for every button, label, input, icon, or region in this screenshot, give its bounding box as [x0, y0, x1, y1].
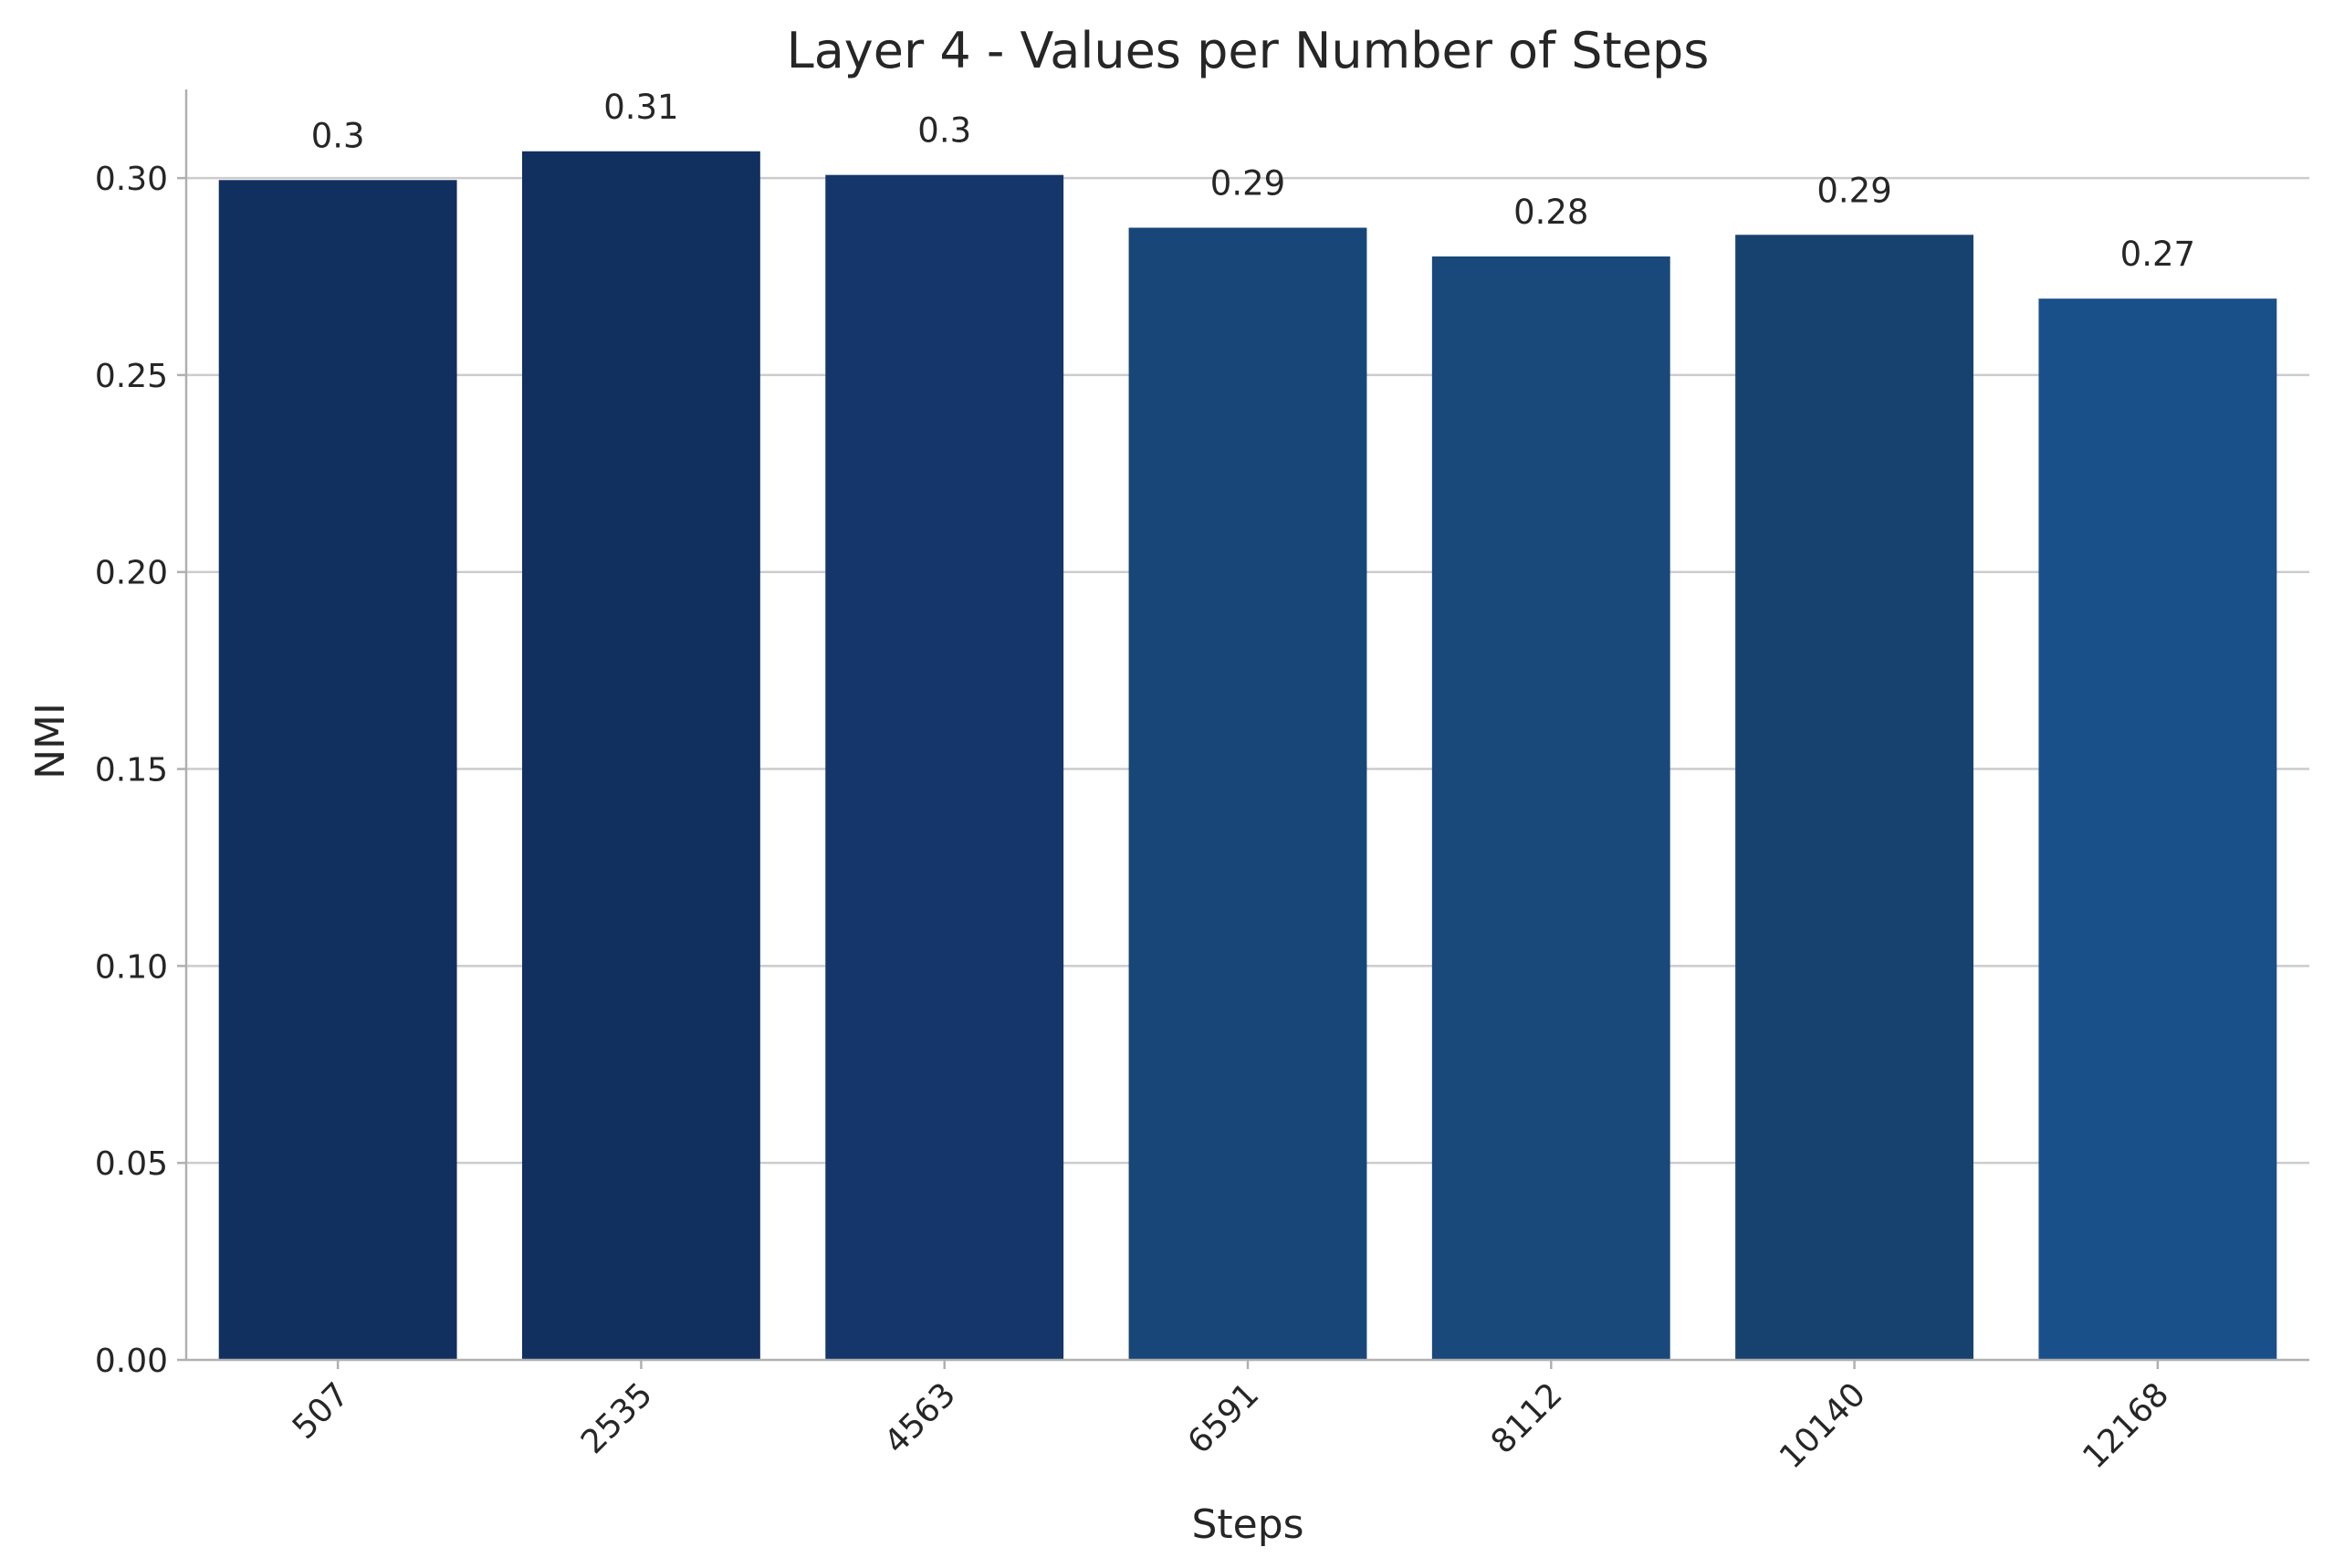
bar-2535 — [522, 151, 760, 1360]
bar-4563 — [825, 174, 1064, 1361]
y-tick-label: 0.00 — [95, 1343, 168, 1380]
chart-title: Layer 4 - Values per Number of Steps — [787, 22, 1710, 79]
y-axis-label: NMI — [27, 703, 74, 779]
data-label: 0.3 — [311, 116, 365, 155]
data-labels: 0.3 0.31 0.3 0.29 0.28 0.29 0.27 — [311, 88, 2195, 274]
bar-6591 — [1128, 227, 1367, 1361]
data-label: 0.3 — [917, 111, 971, 151]
data-label: 0.28 — [1513, 193, 1588, 232]
bar-507 — [218, 180, 457, 1360]
y-tick-label: 0.05 — [95, 1145, 168, 1183]
y-tick-label: 0.10 — [95, 948, 168, 986]
bar-10140 — [1735, 235, 1973, 1360]
data-label: 0.29 — [1210, 164, 1285, 204]
x-axis-label: Steps — [1191, 1501, 1303, 1548]
bars — [218, 151, 2277, 1361]
bar-8112 — [1431, 256, 1670, 1360]
y-tick-label: 0.20 — [95, 555, 168, 592]
bar-12168 — [2038, 298, 2277, 1360]
data-label: 0.27 — [2120, 235, 2195, 274]
data-label: 0.29 — [1816, 171, 1891, 210]
y-tick-label: 0.25 — [95, 358, 168, 395]
data-label: 0.31 — [603, 88, 678, 127]
y-tick-label: 0.15 — [95, 752, 168, 789]
y-tick-label: 0.30 — [95, 161, 168, 198]
y-axis-ticks: 0.00 0.05 0.10 0.15 0.20 0.25 0.30 — [95, 161, 186, 1380]
